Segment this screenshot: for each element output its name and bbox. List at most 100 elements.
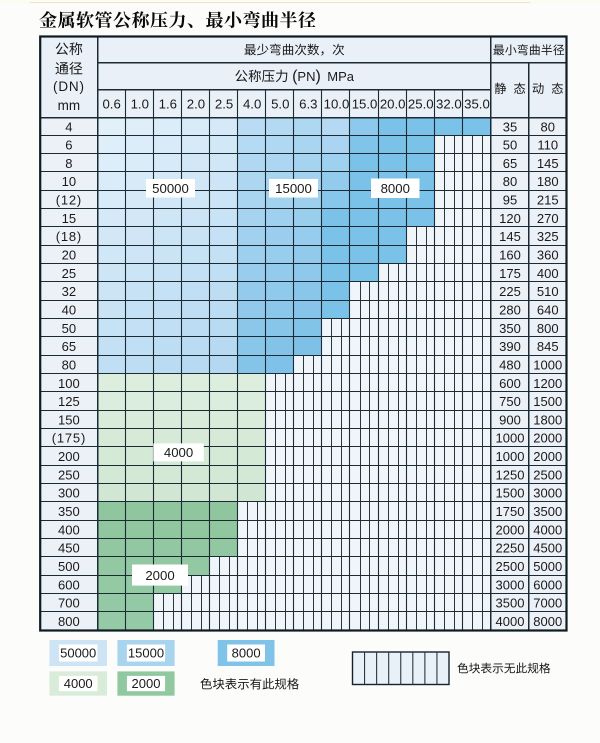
svg-text:1000: 1000 bbox=[496, 449, 525, 464]
svg-text:35.0: 35.0 bbox=[464, 96, 490, 111]
svg-text:(12): (12) bbox=[56, 193, 82, 208]
svg-text:80: 80 bbox=[62, 357, 76, 372]
svg-text:145: 145 bbox=[537, 156, 559, 171]
svg-text:8000: 8000 bbox=[232, 646, 261, 661]
svg-text:125: 125 bbox=[58, 394, 80, 409]
svg-text:480: 480 bbox=[499, 357, 521, 372]
svg-text:1200: 1200 bbox=[533, 376, 562, 391]
svg-text:6000: 6000 bbox=[533, 577, 562, 592]
svg-text:95: 95 bbox=[503, 193, 517, 208]
svg-text:280: 280 bbox=[499, 302, 521, 317]
svg-text:1000: 1000 bbox=[496, 431, 525, 446]
svg-text:2000: 2000 bbox=[533, 431, 562, 446]
svg-text:300: 300 bbox=[58, 486, 80, 501]
svg-text:65: 65 bbox=[503, 156, 517, 171]
svg-text:400: 400 bbox=[537, 266, 559, 281]
svg-text:8000: 8000 bbox=[381, 181, 410, 196]
svg-text:3500: 3500 bbox=[496, 596, 525, 611]
svg-text:3000: 3000 bbox=[496, 577, 525, 592]
svg-text:160: 160 bbox=[499, 248, 521, 263]
svg-text:4000: 4000 bbox=[64, 676, 93, 691]
svg-text:640: 640 bbox=[537, 302, 559, 317]
svg-text:150: 150 bbox=[58, 412, 80, 427]
svg-text:500: 500 bbox=[58, 559, 80, 574]
svg-text:400: 400 bbox=[58, 522, 80, 537]
svg-text:225: 225 bbox=[499, 284, 521, 299]
svg-text:2250: 2250 bbox=[496, 541, 525, 556]
svg-text:3500: 3500 bbox=[533, 504, 562, 519]
svg-text:32: 32 bbox=[62, 284, 76, 299]
svg-text:510: 510 bbox=[537, 284, 559, 299]
svg-text:4.0: 4.0 bbox=[243, 96, 261, 111]
svg-text:175: 175 bbox=[499, 266, 521, 281]
svg-text:4000: 4000 bbox=[164, 445, 193, 460]
svg-text:32.0: 32.0 bbox=[436, 96, 462, 111]
svg-text:8: 8 bbox=[65, 156, 72, 171]
svg-text:800: 800 bbox=[537, 321, 559, 336]
svg-text:800: 800 bbox=[58, 614, 80, 629]
svg-text:10.0: 10.0 bbox=[324, 96, 350, 111]
svg-text:390: 390 bbox=[499, 339, 521, 354]
svg-text:4000: 4000 bbox=[533, 522, 562, 537]
svg-text:600: 600 bbox=[499, 376, 521, 391]
svg-text:65: 65 bbox=[62, 339, 76, 354]
svg-text:2000: 2000 bbox=[132, 676, 161, 691]
svg-text:10: 10 bbox=[62, 174, 76, 189]
svg-text:80: 80 bbox=[503, 174, 517, 189]
svg-text:0.6: 0.6 bbox=[102, 96, 120, 111]
svg-text:40: 40 bbox=[62, 302, 76, 317]
svg-text:PN: PN bbox=[297, 69, 315, 84]
svg-text:5000: 5000 bbox=[533, 559, 562, 574]
svg-text:900: 900 bbox=[499, 412, 521, 427]
svg-text:1750: 1750 bbox=[496, 504, 525, 519]
svg-text:4000: 4000 bbox=[496, 614, 525, 629]
svg-text:1.0: 1.0 bbox=[131, 96, 149, 111]
svg-text:(: ( bbox=[292, 68, 298, 85]
svg-text:6.3: 6.3 bbox=[299, 96, 317, 111]
svg-text:): ) bbox=[315, 68, 320, 85]
svg-text:250: 250 bbox=[58, 467, 80, 482]
svg-text:120: 120 bbox=[499, 211, 521, 226]
svg-text:7000: 7000 bbox=[533, 596, 562, 611]
svg-text:4500: 4500 bbox=[533, 541, 562, 556]
svg-text:200: 200 bbox=[58, 449, 80, 464]
svg-text:215: 215 bbox=[537, 193, 559, 208]
svg-text:2000: 2000 bbox=[496, 522, 525, 537]
svg-text:3000: 3000 bbox=[533, 486, 562, 501]
svg-text:1500: 1500 bbox=[496, 486, 525, 501]
svg-text:450: 450 bbox=[58, 541, 80, 556]
svg-text:50: 50 bbox=[62, 321, 76, 336]
svg-text:20: 20 bbox=[62, 248, 76, 263]
svg-text:270: 270 bbox=[537, 211, 559, 226]
svg-text:2000: 2000 bbox=[145, 568, 174, 583]
svg-text:2.0: 2.0 bbox=[187, 96, 205, 111]
svg-text:8000: 8000 bbox=[533, 614, 562, 629]
svg-text:100: 100 bbox=[58, 376, 80, 391]
svg-text:mm: mm bbox=[58, 98, 81, 113]
svg-text:4: 4 bbox=[65, 119, 72, 134]
svg-text:MPa: MPa bbox=[327, 69, 355, 84]
svg-text:35: 35 bbox=[503, 119, 517, 134]
svg-text:350: 350 bbox=[58, 504, 80, 519]
svg-text:15.0: 15.0 bbox=[352, 96, 378, 111]
svg-text:750: 750 bbox=[499, 394, 521, 409]
svg-text:350: 350 bbox=[499, 321, 521, 336]
svg-text:145: 145 bbox=[499, 229, 521, 244]
svg-text:50000: 50000 bbox=[152, 181, 189, 196]
svg-text:50000: 50000 bbox=[60, 646, 96, 661]
svg-text:(18): (18) bbox=[56, 229, 82, 244]
svg-text:2.5: 2.5 bbox=[215, 96, 233, 111]
svg-text:1.6: 1.6 bbox=[159, 96, 177, 111]
svg-text:1500: 1500 bbox=[533, 394, 562, 409]
svg-text:6: 6 bbox=[65, 138, 72, 153]
svg-text:25.0: 25.0 bbox=[408, 96, 434, 111]
svg-text:15000: 15000 bbox=[128, 646, 164, 661]
svg-text:325: 325 bbox=[537, 229, 559, 244]
svg-text:50: 50 bbox=[503, 138, 517, 153]
svg-text:5.0: 5.0 bbox=[271, 96, 289, 111]
svg-text:(DN): (DN) bbox=[53, 79, 85, 94]
svg-text:20.0: 20.0 bbox=[380, 96, 406, 111]
svg-text:700: 700 bbox=[58, 596, 80, 611]
svg-text:180: 180 bbox=[537, 174, 559, 189]
svg-text:600: 600 bbox=[58, 577, 80, 592]
